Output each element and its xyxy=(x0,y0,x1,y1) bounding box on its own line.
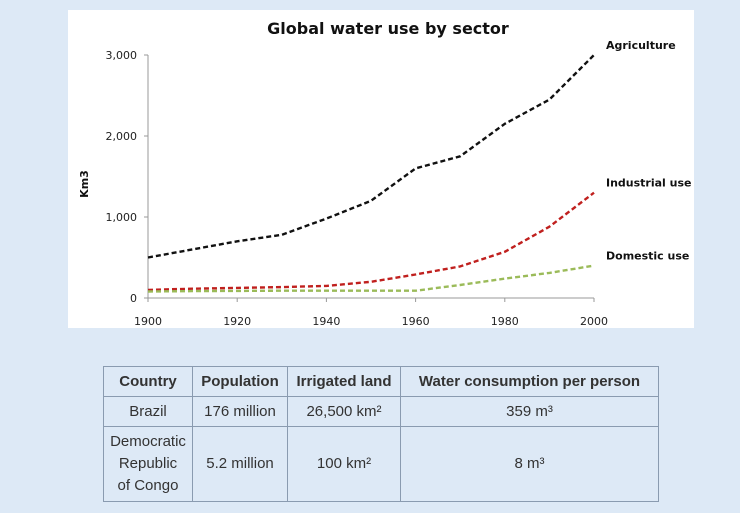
header-irrigated-land: Irrigated land xyxy=(287,366,401,397)
series-line-industrial-use xyxy=(147,191,595,292)
header-population: Population xyxy=(192,366,288,397)
chart-title: Global water use by sector xyxy=(267,19,509,38)
y-axis-label: Km3 xyxy=(78,170,91,198)
country-water-table: Country Population Irrigated land Water … xyxy=(103,366,659,502)
series-line-domestic-use xyxy=(147,264,595,293)
table-header-row: Country Population Irrigated land Water … xyxy=(103,366,659,397)
axes: 0 1,000 2,000 3,000 1900 1920 1940 1960 1980 2000 xyxy=(106,49,609,328)
x-tick-label: 1920 xyxy=(223,315,251,328)
country-line: Brazil xyxy=(129,403,167,420)
series-label-industrial-use: Industrial use xyxy=(606,177,692,190)
x-tick-label: 1960 xyxy=(402,315,430,328)
y-tick-label: 2,000 xyxy=(106,130,138,143)
series-label-agriculture: Agriculture xyxy=(606,39,676,52)
y-tick-label: 0 xyxy=(130,292,137,305)
table-row: Brazil 176 million 26,500 km² 359 m³ xyxy=(103,396,659,427)
chart-panel: Global water use by sector Km3 0 1,000 2,0… xyxy=(68,10,694,328)
series-line-agriculture xyxy=(147,54,595,259)
table-row: Democratic Republic of Congo 5.2 million… xyxy=(103,426,659,502)
series-layer: Agriculture Industrial use Domestic use xyxy=(147,39,692,293)
cell-irrigated-land: 100 km² xyxy=(287,426,401,502)
cell-population: 5.2 million xyxy=(192,426,288,502)
header-country: Country xyxy=(103,366,193,397)
y-tick-label: 3,000 xyxy=(106,49,138,62)
cell-country: Democratic Republic of Congo xyxy=(103,426,193,502)
x-tick-label: 1940 xyxy=(312,315,340,328)
cell-country: Brazil xyxy=(103,396,193,427)
cell-population: 176 million xyxy=(192,396,288,427)
line-chart: Global water use by sector Km3 0 1,000 2,0… xyxy=(78,19,692,328)
cell-water-consumption: 359 m³ xyxy=(400,396,659,427)
cell-irrigated-land: 26,500 km² xyxy=(287,396,401,427)
series-label-domestic-use: Domestic use xyxy=(606,250,689,263)
country-line: Democratic xyxy=(110,433,186,450)
cell-water-consumption: 8 m³ xyxy=(400,426,659,502)
header-water-consumption: Water consumption per person xyxy=(400,366,659,397)
x-tick-label: 2000 xyxy=(580,315,608,328)
country-line: Republic xyxy=(118,455,178,472)
x-tick-label: 1980 xyxy=(491,315,519,328)
country-line: of Congo xyxy=(117,477,179,494)
y-tick-label: 1,000 xyxy=(106,211,138,224)
x-tick-label: 1900 xyxy=(134,315,162,328)
